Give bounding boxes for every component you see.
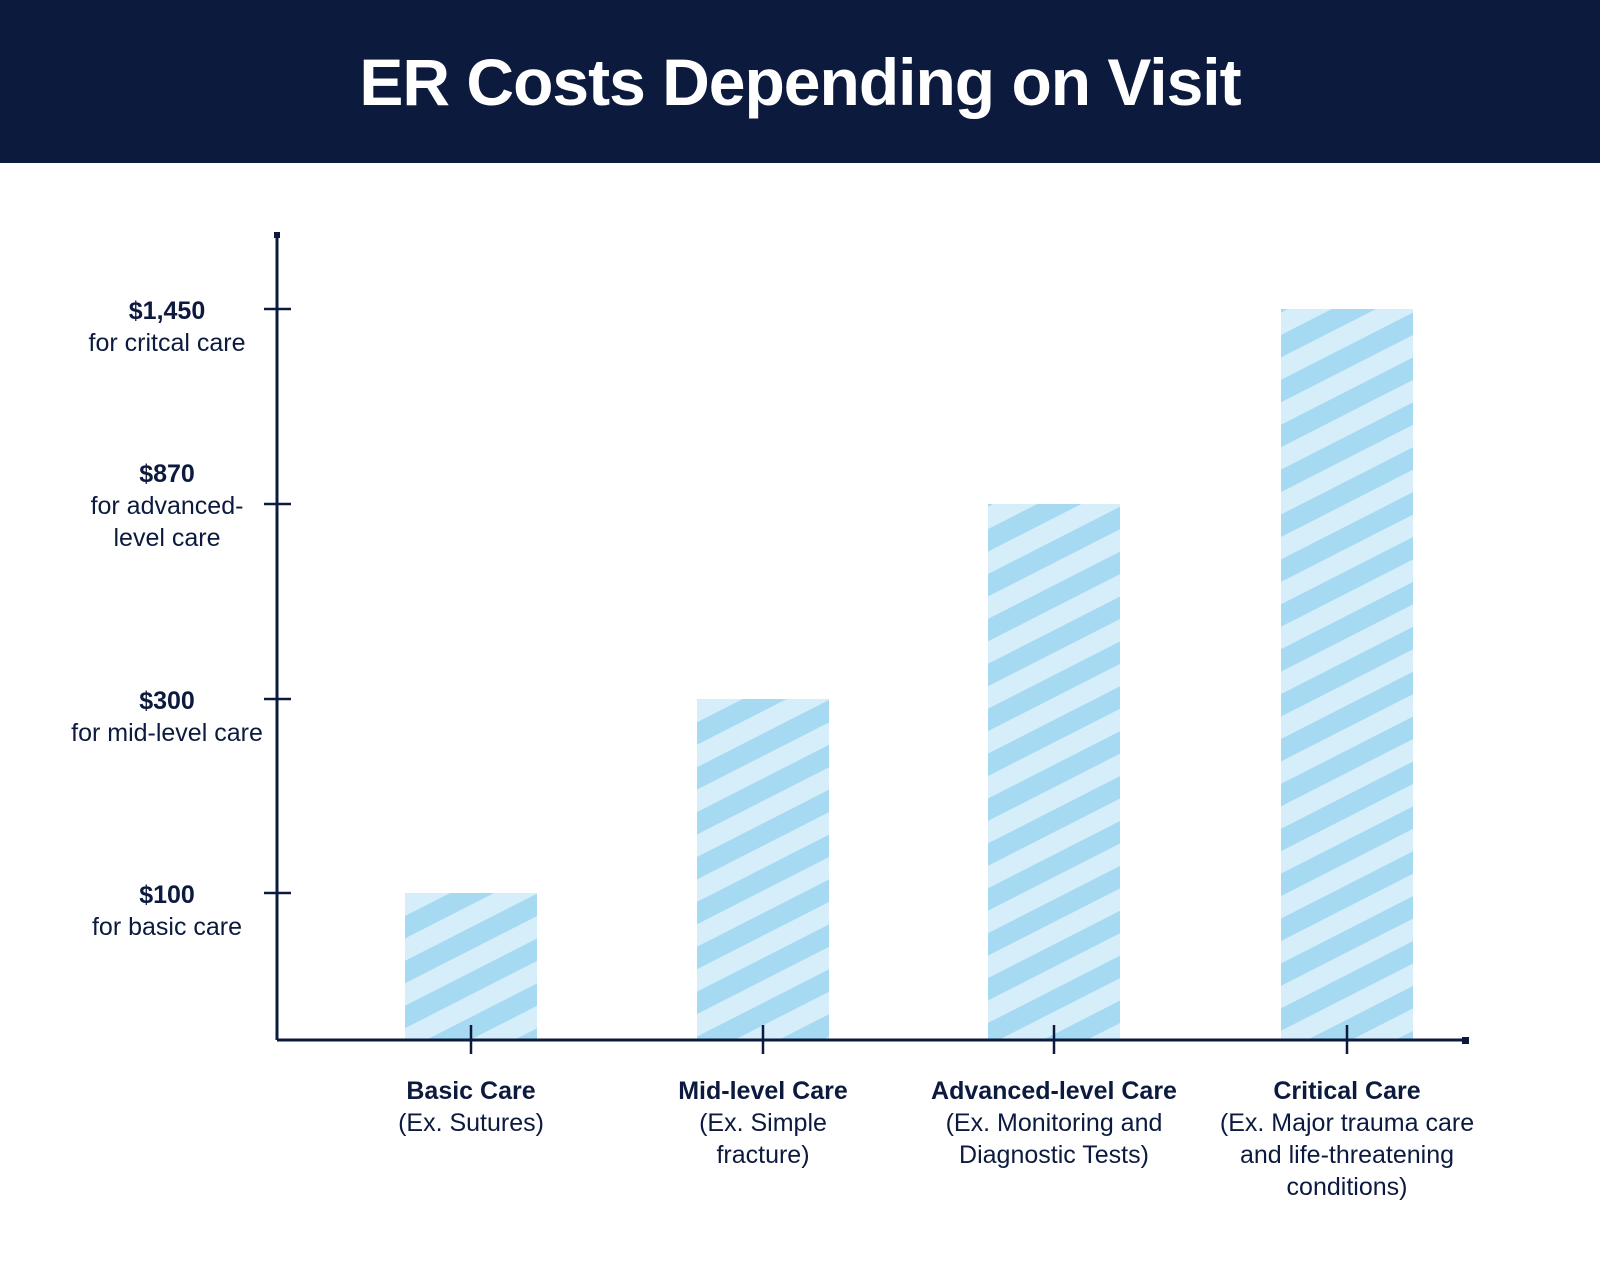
x-tick-label: Basic Care (Ex. Sutures) [321,1075,621,1139]
y-tick-note: for mid-level care [71,719,263,747]
x-tick-label: Critical Care (Ex. Major trauma care and … [1197,1075,1497,1203]
x-category-example: (Ex. Simple fracture) [699,1109,827,1169]
y-tick-label: $300 for mid-level care [67,685,267,749]
title-banner: ER Costs Depending on Visit [0,0,1600,163]
y-axis-end-cap [274,232,280,238]
x-category-name: Mid-level Care [678,1077,848,1105]
x-category-name: Critical Care [1273,1077,1421,1105]
y-tick-value: $1,450 [128,297,206,325]
y-tick-note: for basic care [91,913,243,941]
y-tick-label: $870 for advanced-level care [67,458,267,554]
y-tick-label: $1,450 for critcal care [67,295,267,359]
chart-title: ER Costs Depending on Visit [359,44,1241,119]
y-tick-note: for critcal care [88,329,246,357]
bar-mid-level-care [697,699,829,1040]
x-tick-label: Advanced-level Care (Ex. Monitoring and D… [931,1075,1177,1171]
x-tick-label: Mid-level Care (Ex. Simple fracture) [663,1075,863,1171]
y-tick-note: for advanced-level care [90,492,244,552]
x-category-example: (Ex. Major trauma care and life-threaten… [1219,1109,1475,1201]
y-tick-value: $300 [139,687,195,715]
y-tick-label: $100 for basic care [67,879,267,943]
bar-basic-care [405,893,537,1040]
x-category-example: (Ex. Sutures) [398,1109,544,1137]
x-category-example: (Ex. Monitoring and Diagnostic Tests) [945,1109,1163,1169]
bar-critical-care [1281,309,1413,1040]
x-category-name: Basic Care [406,1077,536,1105]
y-tick-value: $870 [139,460,195,488]
bar-advanced-level-care [988,504,1120,1040]
x-category-name: Advanced-level Care [931,1077,1177,1105]
y-tick-value: $100 [139,881,195,909]
x-axis-end-cap [1462,1037,1469,1044]
